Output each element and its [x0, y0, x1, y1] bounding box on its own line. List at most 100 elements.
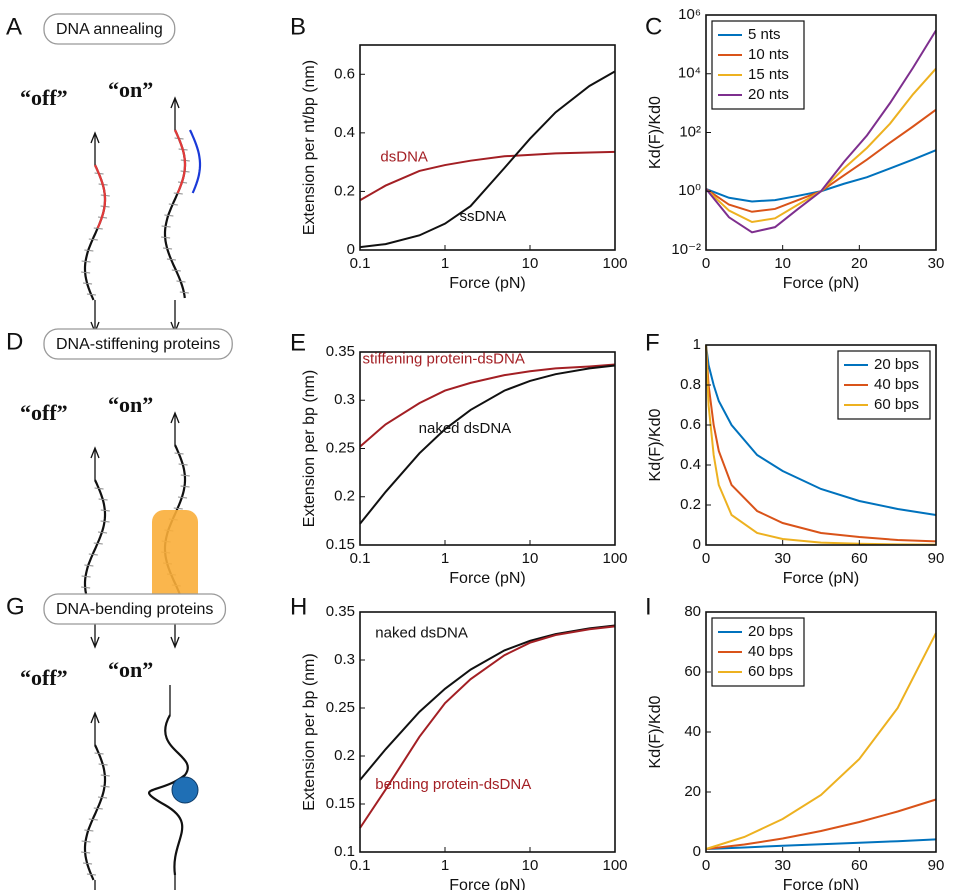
plot-frame	[359, 44, 616, 251]
title-box	[43, 13, 176, 45]
schematic-title: DNA-stiffening proteins	[56, 336, 220, 353]
series-label: dsDNA	[380, 149, 428, 166]
base-pair	[97, 531, 108, 534]
legend-label: 15 nts	[748, 66, 789, 83]
x-tick-label: 1	[441, 857, 449, 874]
series-line	[359, 625, 616, 829]
arrow-head	[90, 711, 100, 724]
base-pair	[94, 752, 104, 755]
x-axis-label: Force (pN)	[783, 877, 859, 890]
y-tick-label: 40	[684, 723, 701, 740]
series-line	[705, 108, 937, 213]
legend-label: 60 bps	[874, 396, 919, 413]
x-axis-label: Force (pN)	[449, 570, 525, 587]
legend-label: 60 bps	[748, 663, 793, 680]
legend-label: 20 nts	[748, 86, 789, 103]
y-tick-label: 0.3	[334, 651, 355, 668]
x-tick-label: 1	[441, 550, 449, 567]
x-tick-label: 90	[928, 550, 945, 567]
plot-frame	[359, 351, 616, 546]
base-pair	[88, 553, 98, 556]
base-pair	[88, 238, 98, 241]
legend-label: 5 nts	[748, 26, 781, 43]
x-tick-label: 1	[441, 255, 449, 272]
series-line	[705, 29, 937, 234]
on-label: “on”	[108, 657, 153, 682]
series-label: bending protein-dsDNA	[375, 776, 531, 793]
stiffening-protein	[152, 510, 198, 620]
arrow-head	[90, 446, 100, 459]
y-tick-label: 0.2	[680, 496, 701, 513]
arrow-head	[170, 411, 180, 424]
y-tick-label: 0.6	[680, 416, 701, 433]
x-tick-label: 10	[522, 255, 539, 272]
x-tick-label: 10	[522, 550, 539, 567]
base-pair	[82, 862, 93, 865]
panel-letter: A	[6, 13, 22, 40]
annealing-strand	[174, 129, 187, 194]
y-axis-label: Kd(F)/Kd0	[647, 408, 664, 481]
base-pair	[81, 586, 91, 589]
x-tick-label: 20	[851, 255, 868, 272]
base-pair	[98, 498, 108, 501]
y-tick-label: 20	[684, 783, 701, 800]
base-pair	[86, 873, 96, 876]
y-tick-label: 10⁴	[678, 65, 701, 82]
on-label: “on”	[108, 392, 153, 417]
x-axis-label: Force (pN)	[783, 275, 859, 292]
panel-letter: C	[645, 13, 662, 40]
y-tick-label: 1	[693, 336, 701, 353]
base-pair	[180, 485, 190, 488]
dna-strand	[148, 714, 189, 876]
series-line	[359, 364, 616, 525]
panel-letter: D	[6, 328, 23, 355]
y-tick-label: 0	[693, 843, 701, 860]
series-line	[705, 344, 937, 546]
series-line	[705, 344, 937, 516]
y-tick-label: 0.4	[334, 124, 355, 141]
series-line	[705, 149, 937, 203]
x-tick-label: 0	[702, 857, 710, 874]
base-pair	[94, 487, 104, 490]
base-pair	[162, 247, 173, 250]
base-pair	[98, 763, 108, 766]
x-tick-label: 0.1	[350, 550, 371, 567]
legend-label: 40 bps	[874, 376, 919, 393]
annealing-strand	[94, 164, 107, 229]
bending-protein	[171, 776, 199, 804]
series-line	[359, 363, 616, 448]
series-label: naked dsDNA	[419, 420, 512, 437]
y-tick-label: 0.6	[334, 65, 355, 82]
y-tick-label: 0.15	[326, 536, 355, 553]
x-axis-label: Force (pN)	[449, 877, 525, 890]
base-pair	[97, 796, 108, 799]
x-tick-label: 60	[851, 857, 868, 874]
y-axis-label: Kd(F)/Kd0	[647, 695, 664, 768]
base-pair	[81, 575, 91, 578]
x-tick-label: 0.1	[350, 857, 371, 874]
y-axis-label: Kd(F)/Kd0	[647, 96, 664, 169]
y-tick-label: 0.25	[326, 699, 355, 716]
panel-letter: H	[290, 593, 307, 620]
panel-letter: I	[645, 593, 652, 620]
base-pair	[180, 474, 190, 477]
base-pair	[100, 509, 110, 512]
y-tick-label: 0.25	[326, 439, 355, 456]
schematic-title: DNA-bending proteins	[56, 601, 213, 618]
y-tick-label: 0.4	[680, 456, 701, 473]
x-tick-label: 0	[702, 255, 710, 272]
y-tick-label: 0	[347, 241, 355, 258]
base-pair	[100, 520, 110, 523]
x-tick-label: 60	[851, 550, 868, 567]
x-tick-label: 30	[774, 857, 791, 874]
series-line	[705, 344, 937, 543]
x-tick-label: 10	[522, 857, 539, 874]
complement-strand	[189, 129, 202, 194]
x-tick-label: 0.1	[350, 255, 371, 272]
y-tick-label: 10⁻²	[671, 241, 701, 258]
y-tick-label: 0	[693, 536, 701, 553]
series-line	[359, 150, 616, 202]
base-pair	[81, 840, 91, 843]
x-tick-label: 30	[928, 255, 945, 272]
